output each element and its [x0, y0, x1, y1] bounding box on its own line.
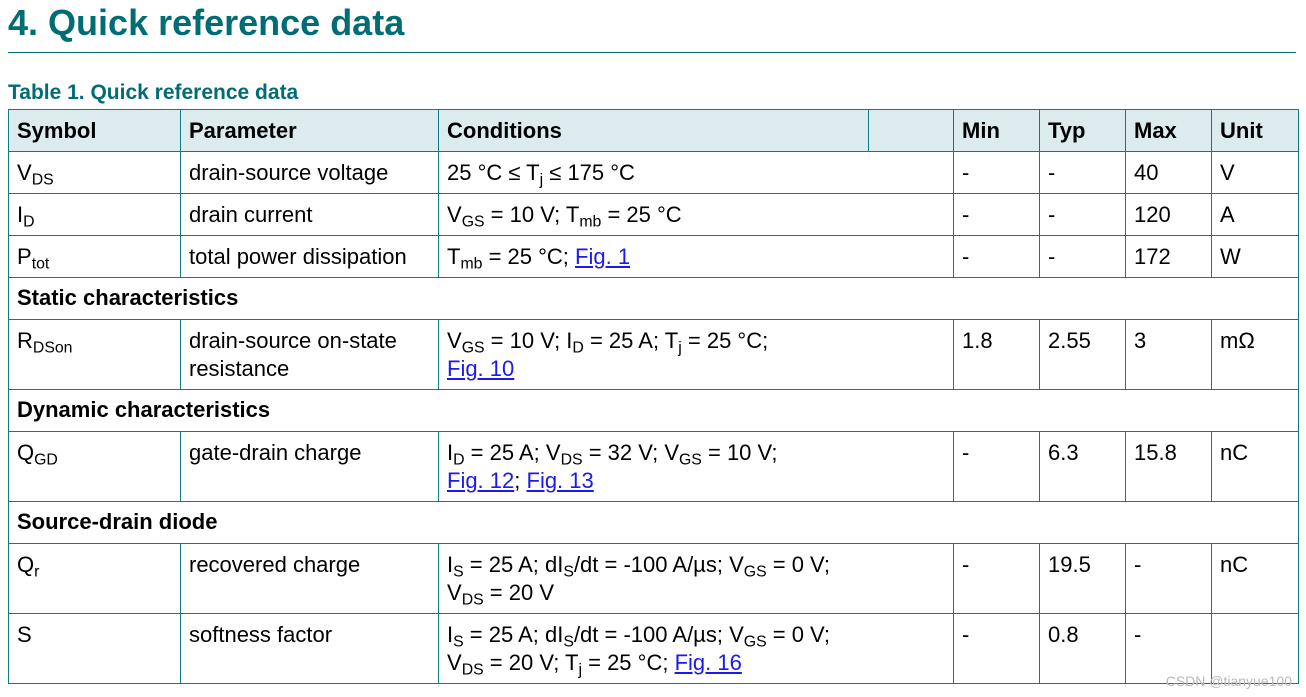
- unit-cell: W: [1211, 235, 1299, 278]
- min-cell: -: [953, 151, 1040, 194]
- typ-cell: 19.5: [1039, 543, 1126, 614]
- header-unit: Unit: [1211, 109, 1299, 152]
- table-row: ID drain current VGS = 10 V; Tmb = 25 °C…: [8, 193, 1299, 236]
- group-label: Dynamic characteristics: [8, 389, 1299, 432]
- header-conditions: Conditions: [438, 109, 869, 152]
- fig-13-link[interactable]: Fig. 13: [526, 468, 594, 493]
- typ-cell: 2.55: [1039, 319, 1126, 390]
- table-row: Qr recovered charge IS = 25 A; dIS/dt = …: [8, 543, 1299, 614]
- max-cell: 40: [1125, 151, 1212, 194]
- symbol-cell: VDS: [8, 151, 181, 194]
- unit-cell: A: [1211, 193, 1299, 236]
- conditions-cell: Tmb = 25 °C; Fig. 1: [438, 235, 954, 278]
- table-row: S softness factor IS = 25 A; dIS/dt = -1…: [8, 613, 1299, 684]
- symbol-cell: RDSon: [8, 319, 181, 390]
- fig-16-link[interactable]: Fig. 16: [674, 650, 742, 675]
- section-number: 4.: [8, 2, 39, 43]
- table-row: Ptot total power dissipation Tmb = 25 °C…: [8, 235, 1299, 278]
- typ-cell: -: [1039, 235, 1126, 278]
- fig-1-link[interactable]: Fig. 1: [575, 244, 631, 269]
- quick-reference-table: Symbol Parameter Conditions Min Typ Max …: [8, 109, 1299, 684]
- typ-cell: -: [1039, 151, 1126, 194]
- min-cell: -: [953, 235, 1040, 278]
- max-cell: -: [1125, 613, 1212, 684]
- unit-cell: V: [1211, 151, 1299, 194]
- parameter-cell: gate-drain charge: [180, 431, 439, 502]
- symbol-cell: Ptot: [8, 235, 181, 278]
- group-label: Source-drain diode: [8, 501, 1299, 544]
- group-label: Static characteristics: [8, 277, 1299, 320]
- conditions-cell: VGS = 10 V; Tmb = 25 °C: [438, 193, 954, 236]
- table-row: VDS drain-source voltage 25 °C ≤ Tj ≤ 17…: [8, 151, 1299, 194]
- table-row: QGD gate-drain charge ID = 25 A; VDS = 3…: [8, 431, 1299, 502]
- unit-cell: [1211, 613, 1299, 684]
- typ-cell: 0.8: [1039, 613, 1126, 684]
- symbol-cell: S: [8, 613, 181, 684]
- parameter-cell: drain current: [180, 193, 439, 236]
- group-row-dynamic: Dynamic characteristics: [8, 389, 1299, 432]
- unit-cell: mΩ: [1211, 319, 1299, 390]
- header-typ: Typ: [1039, 109, 1126, 152]
- parameter-cell: drain-source voltage: [180, 151, 439, 194]
- typ-cell: -: [1039, 193, 1126, 236]
- unit-cell: nC: [1211, 431, 1299, 502]
- symbol-cell: ID: [8, 193, 181, 236]
- min-cell: -: [953, 543, 1040, 614]
- table-header-row: Symbol Parameter Conditions Min Typ Max …: [8, 109, 1299, 152]
- min-cell: -: [953, 613, 1040, 684]
- header-blank: [868, 109, 954, 152]
- conditions-cell: IS = 25 A; dIS/dt = -100 A/µs; VGS = 0 V…: [438, 613, 954, 684]
- conditions-cell: IS = 25 A; dIS/dt = -100 A/µs; VGS = 0 V…: [438, 543, 954, 614]
- section-heading: 4. Quick reference data: [8, 2, 404, 44]
- max-cell: 3: [1125, 319, 1212, 390]
- section-divider: [8, 52, 1296, 53]
- table-caption: Table 1. Quick reference data: [8, 81, 299, 104]
- max-cell: -: [1125, 543, 1212, 614]
- typ-cell: 6.3: [1039, 431, 1126, 502]
- max-cell: 120: [1125, 193, 1212, 236]
- conditions-cell: 25 °C ≤ Tj ≤ 175 °C: [438, 151, 954, 194]
- conditions-cell: ID = 25 A; VDS = 32 V; VGS = 10 V; Fig. 1…: [438, 431, 954, 502]
- min-cell: -: [953, 431, 1040, 502]
- header-parameter: Parameter: [180, 109, 439, 152]
- symbol-cell: QGD: [8, 431, 181, 502]
- parameter-cell: drain-source on-state resistance: [180, 319, 439, 390]
- fig-12-link[interactable]: Fig. 12: [447, 468, 515, 493]
- header-max: Max: [1125, 109, 1212, 152]
- symbol-cell: Qr: [8, 543, 181, 614]
- min-cell: 1.8: [953, 319, 1040, 390]
- header-min: Min: [953, 109, 1040, 152]
- fig-10-link[interactable]: Fig. 10: [447, 356, 515, 381]
- group-row-diode: Source-drain diode: [8, 501, 1299, 544]
- section-title: Quick reference data: [48, 2, 405, 43]
- parameter-cell: recovered charge: [180, 543, 439, 614]
- max-cell: 172: [1125, 235, 1212, 278]
- conditions-cell: VGS = 10 V; ID = 25 A; Tj = 25 °C; Fig. 1…: [438, 319, 954, 390]
- watermark: CSDN @tianyue100: [1165, 673, 1292, 689]
- parameter-cell: softness factor: [180, 613, 439, 684]
- unit-cell: nC: [1211, 543, 1299, 614]
- min-cell: -: [953, 193, 1040, 236]
- group-row-static: Static characteristics: [8, 277, 1299, 320]
- max-cell: 15.8: [1125, 431, 1212, 502]
- parameter-cell: total power dissipation: [180, 235, 439, 278]
- table-row: RDSon drain-source on-state resistance V…: [8, 319, 1299, 390]
- header-symbol: Symbol: [8, 109, 181, 152]
